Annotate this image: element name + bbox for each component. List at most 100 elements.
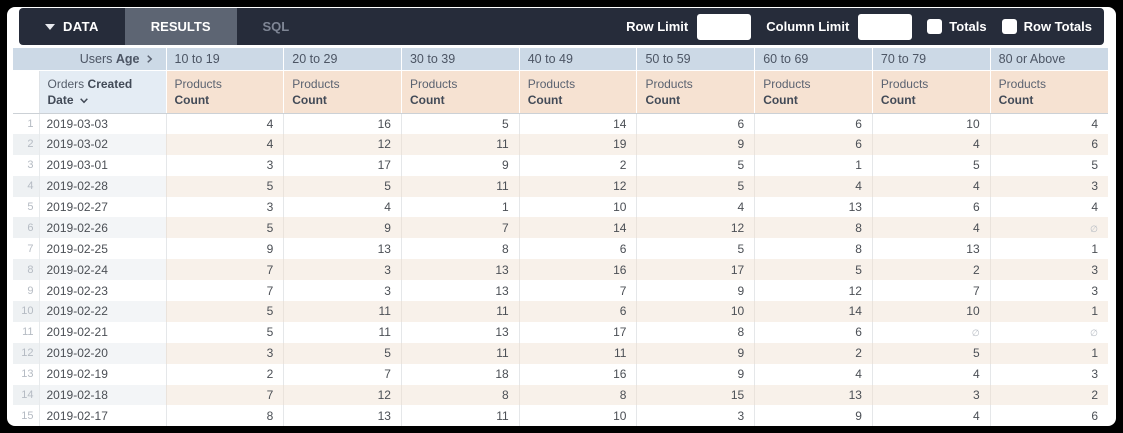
measure-header[interactable]: Products Count [636, 70, 755, 114]
tab-data[interactable]: DATA [19, 8, 125, 45]
measure-value-cell[interactable]: 7 [165, 280, 284, 302]
measure-value-cell[interactable]: 12 [754, 280, 873, 302]
measure-value-cell[interactable]: 1 [754, 154, 873, 176]
measure-value-cell[interactable]: 13 [400, 280, 520, 302]
measure-value-cell[interactable]: 1 [400, 196, 520, 218]
measure-value-cell[interactable]: 17 [518, 321, 637, 343]
measure-value-cell[interactable]: 8 [754, 238, 873, 260]
measure-value-cell[interactable]: 16 [283, 113, 402, 134]
pivot-value-header[interactable]: 10 to 19 [165, 48, 284, 71]
measure-value-cell[interactable]: 13 [283, 405, 402, 426]
pivot-value-header[interactable]: 40 to 49 [518, 48, 637, 71]
date-cell[interactable]: 2019-03-02 [38, 133, 167, 155]
measure-value-cell[interactable]: 6 [754, 321, 873, 343]
measure-value-cell[interactable]: 14 [518, 113, 637, 134]
measure-value-cell[interactable]: 4 [989, 113, 1108, 134]
measure-value-cell[interactable]: 19 [518, 133, 637, 155]
measure-value-cell[interactable]: 10 [518, 196, 637, 218]
measure-value-cell[interactable]: 5 [989, 154, 1108, 176]
measure-value-cell[interactable]: 3 [283, 259, 402, 281]
measure-value-cell[interactable]: 6 [636, 113, 755, 134]
measure-value-cell[interactable]: 5 [636, 238, 755, 260]
measure-value-cell[interactable]: 11 [518, 342, 637, 364]
measure-value-cell[interactable]: 13 [871, 238, 991, 260]
date-cell[interactable]: 2019-02-25 [38, 238, 167, 260]
measure-value-cell[interactable]: 4 [754, 175, 873, 197]
measure-value-cell[interactable]: 5 [165, 321, 284, 343]
measure-value-cell[interactable]: 4 [636, 196, 755, 218]
measure-value-cell[interactable]: 8 [636, 321, 755, 343]
date-cell[interactable]: 2019-02-21 [38, 321, 167, 343]
measure-value-cell[interactable]: 5 [754, 259, 873, 281]
measure-value-cell[interactable]: 10 [518, 405, 637, 426]
measure-header[interactable]: Products Count [989, 70, 1108, 114]
measure-value-cell[interactable]: 8 [165, 405, 284, 426]
measure-value-cell[interactable]: 4 [754, 363, 873, 385]
measure-value-cell[interactable]: 7 [165, 384, 284, 406]
date-cell[interactable]: 2019-02-17 [38, 405, 167, 426]
measure-value-cell[interactable]: 11 [400, 175, 520, 197]
measure-value-cell[interactable]: 5 [165, 175, 284, 197]
measure-value-cell[interactable]: 3 [871, 384, 991, 406]
measure-value-cell[interactable]: 1 [989, 342, 1108, 364]
date-cell[interactable]: 2019-02-24 [38, 259, 167, 281]
measure-value-cell[interactable]: ∅ [871, 321, 991, 343]
measure-value-cell[interactable]: ∅ [989, 321, 1108, 343]
measure-value-cell[interactable]: 11 [400, 405, 520, 426]
pivot-field-header[interactable]: Users Age [13, 48, 167, 71]
measure-value-cell[interactable]: 9 [636, 363, 755, 385]
pivot-value-header[interactable]: 80 or Above [989, 48, 1108, 71]
measure-value-cell[interactable]: 4 [871, 217, 991, 239]
measure-value-cell[interactable]: 5 [165, 217, 284, 239]
measure-value-cell[interactable]: 3 [636, 405, 755, 426]
measure-value-cell[interactable]: 6 [518, 238, 637, 260]
measure-value-cell[interactable]: 2 [871, 259, 991, 281]
measure-value-cell[interactable]: 7 [518, 280, 637, 302]
measure-value-cell[interactable]: 2 [518, 154, 637, 176]
date-cell[interactable]: 2019-02-26 [38, 217, 167, 239]
measure-value-cell[interactable]: 10 [871, 301, 991, 322]
measure-value-cell[interactable]: 11 [400, 133, 520, 155]
measure-value-cell[interactable]: 6 [518, 301, 637, 322]
pivot-value-header[interactable]: 20 to 29 [283, 48, 402, 71]
measure-value-cell[interactable]: 2 [754, 342, 873, 364]
date-cell[interactable]: 2019-02-28 [38, 175, 167, 197]
date-cell[interactable]: 2019-02-20 [38, 342, 167, 364]
measure-value-cell[interactable]: 9 [636, 133, 755, 155]
measure-value-cell[interactable]: 3 [165, 342, 284, 364]
tab-sql[interactable]: SQL [237, 8, 316, 45]
measure-value-cell[interactable]: 9 [636, 280, 755, 302]
measure-value-cell[interactable]: 3 [165, 196, 284, 218]
measure-value-cell[interactable]: 6 [989, 405, 1108, 426]
measure-value-cell[interactable]: 3 [989, 259, 1108, 281]
date-cell[interactable]: 2019-02-22 [38, 301, 167, 322]
measure-value-cell[interactable]: 4 [871, 175, 991, 197]
measure-value-cell[interactable]: 6 [754, 133, 873, 155]
measure-value-cell[interactable]: 10 [636, 301, 755, 322]
date-cell[interactable]: 2019-02-23 [38, 280, 167, 302]
measure-value-cell[interactable]: 4 [165, 133, 284, 155]
measure-value-cell[interactable]: 13 [754, 384, 873, 406]
measure-value-cell[interactable]: ∅ [989, 217, 1108, 239]
measure-value-cell[interactable]: 5 [636, 154, 755, 176]
pivot-value-header[interactable]: 50 to 59 [636, 48, 755, 71]
dimension-header[interactable]: Orders Created Date [39, 70, 167, 114]
measure-header[interactable]: Products Count [518, 70, 637, 114]
measure-value-cell[interactable]: 8 [400, 384, 520, 406]
measure-value-cell[interactable]: 7 [283, 363, 402, 385]
measure-value-cell[interactable]: 2 [165, 363, 284, 385]
measure-value-cell[interactable]: 5 [871, 342, 991, 364]
pivot-value-header[interactable]: 60 to 69 [754, 48, 873, 71]
pivot-value-header[interactable]: 30 to 39 [400, 48, 520, 71]
measure-value-cell[interactable]: 3 [989, 280, 1108, 302]
measure-value-cell[interactable]: 8 [754, 217, 873, 239]
date-cell[interactable]: 2019-02-19 [38, 363, 167, 385]
measure-value-cell[interactable]: 14 [518, 217, 637, 239]
measure-value-cell[interactable]: 14 [754, 301, 873, 322]
measure-value-cell[interactable]: 5 [283, 342, 402, 364]
measure-value-cell[interactable]: 6 [754, 113, 873, 134]
measure-value-cell[interactable]: 11 [400, 301, 520, 322]
measure-value-cell[interactable]: 13 [400, 259, 520, 281]
row-totals-checkbox[interactable] [1001, 19, 1017, 34]
measure-value-cell[interactable]: 12 [283, 384, 402, 406]
